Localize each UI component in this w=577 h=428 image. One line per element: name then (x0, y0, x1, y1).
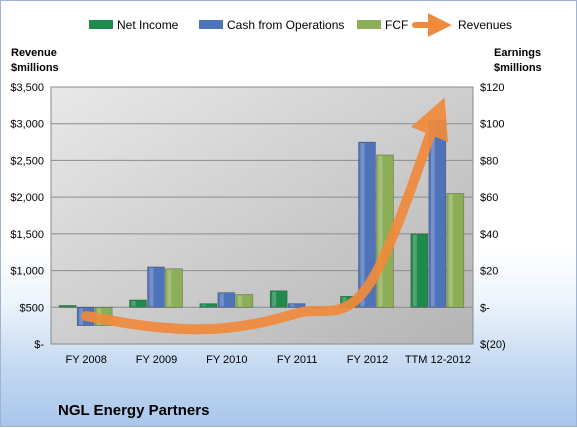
bar-fcf-fy-2010 (235, 294, 254, 308)
bar-highlight (237, 295, 242, 307)
bar-highlight (149, 267, 154, 307)
bar-fcf-ttm-12-2012 (446, 193, 465, 308)
bar-highlight (290, 304, 295, 307)
legend-label-net-income: Net Income (117, 18, 179, 32)
legend-swatch-fcf (357, 20, 381, 29)
bar-net-income-fy-2009 (129, 299, 147, 308)
bar-highlight (448, 194, 453, 307)
category-label-fy-2009: FY 2009 (136, 354, 177, 366)
bar-highlight (342, 297, 347, 307)
legend-label-fcf: FCF (385, 18, 408, 32)
legend-label-cash-from-operations: Cash from Operations (227, 18, 344, 32)
right-axis-ticks: $(20) $- $20 $40 $60 $80 $100 $120 (480, 82, 506, 351)
bar-highlight (201, 304, 206, 307)
right-tick-label: $80 (480, 155, 498, 167)
bar-highlight (131, 300, 136, 307)
left-tick-label: $1,000 (10, 266, 44, 278)
bar-highlight (272, 291, 277, 307)
legend-swatch-net-income (89, 20, 113, 29)
right-tick-label: $20 (480, 266, 498, 278)
legend: Net Income Cash from Operations FCF Reve… (89, 13, 512, 37)
right-axis-title-line1: Earnings (494, 47, 541, 59)
bar-highlight (412, 234, 417, 307)
left-tick-label: $2,500 (10, 155, 44, 167)
left-tick-label: $1,500 (10, 229, 44, 241)
bar-net-income-fy-2011 (269, 290, 288, 308)
bar-net-income-fy-2008 (58, 305, 77, 308)
right-tick-label: $100 (480, 119, 504, 131)
right-axis-title-line2: $millions (494, 62, 542, 74)
left-axis-title-line2: $millions (11, 62, 59, 74)
gridlines (51, 123, 473, 308)
left-tick-label: $3,500 (10, 82, 44, 94)
category-label-ttm-12-2012: TTM 12-2012 (405, 354, 471, 366)
category-label-fy-2011: FY 2011 (277, 354, 318, 366)
bar-highlight (378, 155, 383, 307)
bar-highlight (219, 293, 224, 307)
category-labels: FY 2008 FY 2009 FY 2010 FY 2011 FY 2012 TTM 1… (65, 354, 470, 366)
legend-label-revenues: Revenues (458, 18, 512, 32)
right-tick-label: $- (480, 302, 490, 314)
bar-cash-from-operations-fy-2012 (358, 141, 376, 308)
left-axis-title-line1: Revenue (11, 47, 57, 59)
right-tick-label: $120 (480, 82, 504, 94)
chart-title: NGL Energy Partners (58, 402, 209, 419)
category-label-fy-2008: FY 2008 (65, 354, 106, 366)
right-tick-label: $60 (480, 192, 498, 204)
bar-highlight (79, 308, 84, 325)
bar-highlight (360, 143, 365, 307)
left-tick-label: $500 (20, 302, 44, 314)
bar-highlight (167, 269, 172, 307)
bar-highlight (430, 121, 435, 307)
revenues-line (81, 97, 449, 335)
bar-net-income-fy-2010 (199, 303, 218, 308)
left-tick-label: $3,000 (10, 119, 44, 131)
legend-swatch-cash-from-operations (199, 20, 223, 29)
right-tick-label: $(20) (480, 339, 506, 351)
plot-area (50, 86, 474, 345)
bar-net-income-ttm-12-2012 (410, 233, 429, 308)
category-label-fy-2010: FY 2010 (206, 354, 247, 366)
left-tick-label: $2,000 (10, 192, 44, 204)
revenue-line-layer (81, 97, 449, 335)
bar-cash-from-operations-fy-2009 (147, 266, 165, 308)
right-tick-label: $40 (480, 229, 498, 241)
category-label-fy-2012: FY 2012 (347, 354, 388, 366)
bar-cash-from-operations-fy-2011 (287, 303, 306, 308)
bar-cash-from-operations-fy-2010 (217, 292, 236, 308)
bar-fcf-fy-2009 (165, 268, 183, 308)
left-axis-ticks: $- $500 $1,000 $1,500 $2,000 $2,500 $3,000 $3,5… (10, 82, 44, 351)
left-tick-label: $- (34, 339, 44, 351)
